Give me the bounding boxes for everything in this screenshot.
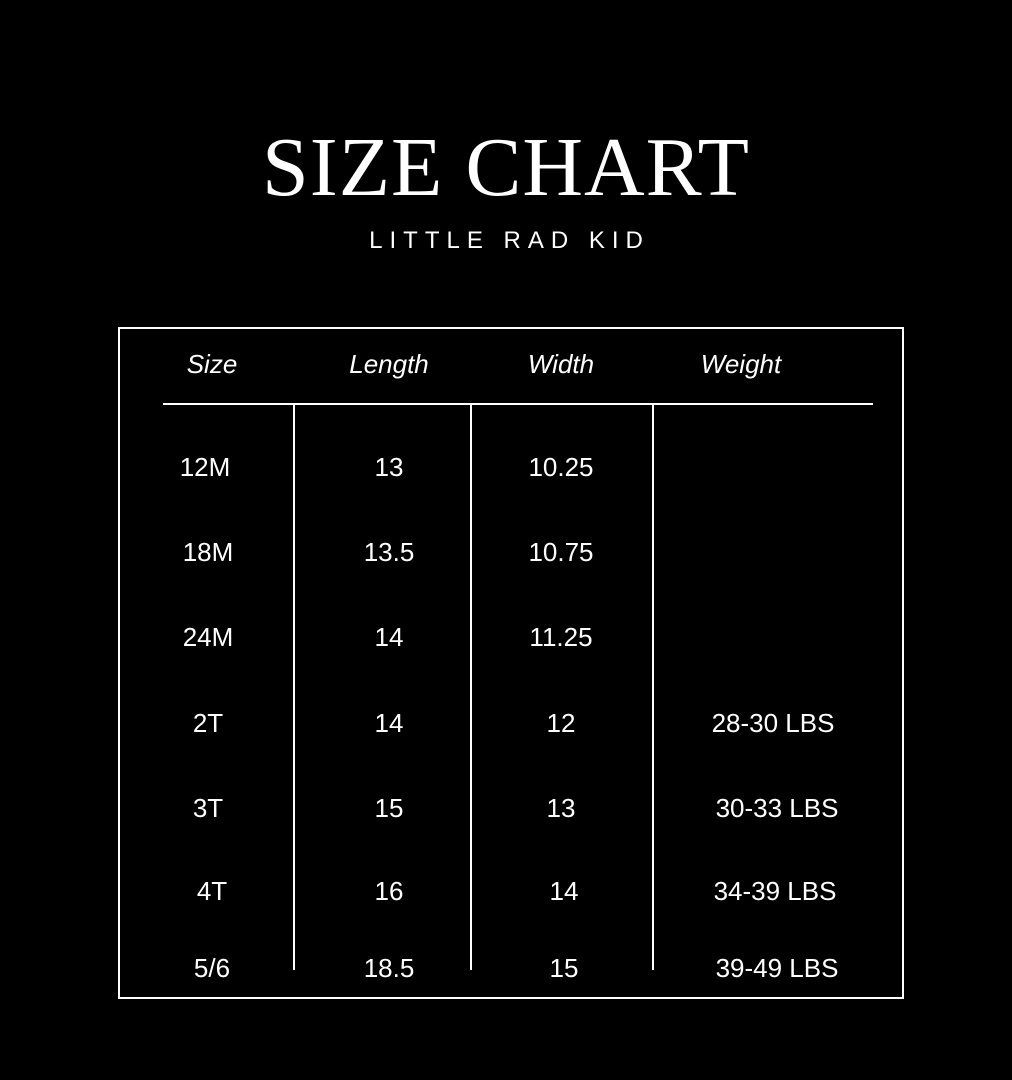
column-divider	[470, 404, 472, 970]
cell-size: 3T	[192, 793, 224, 823]
cell-width: 14	[549, 876, 579, 906]
cell-length: 13.5	[363, 537, 415, 567]
header-size: Size	[186, 349, 238, 379]
cell-size: 2T	[192, 708, 224, 738]
cell-size: 12M	[179, 452, 231, 482]
cell-length: 16	[374, 876, 404, 906]
cell-width: 12	[546, 708, 576, 738]
cell-width: 13	[546, 793, 576, 823]
cell-size: 18M	[182, 537, 234, 567]
column-divider	[293, 404, 295, 970]
cell-length: 14	[374, 708, 404, 738]
size-table-frame	[118, 327, 904, 999]
cell-weight: 39-49 LBS	[715, 953, 839, 983]
cell-weight: 30-33 LBS	[715, 793, 839, 823]
column-divider	[652, 404, 654, 970]
cell-size: 24M	[182, 622, 234, 652]
cell-width: 11.25	[529, 622, 593, 652]
header-length: Length	[349, 349, 429, 379]
cell-size: 5/6	[193, 953, 231, 983]
header-weight: Weight	[700, 349, 782, 379]
cell-width: 10.25	[528, 452, 594, 482]
cell-size: 4T	[196, 876, 228, 906]
header-divider	[163, 403, 873, 405]
header-width: Width	[527, 349, 595, 379]
cell-weight: 34-39 LBS	[713, 876, 837, 906]
cell-length: 13	[374, 452, 404, 482]
cell-length: 18.5	[363, 953, 415, 983]
page-title: SIZE CHART	[262, 121, 750, 214]
cell-weight: 28-30 LBS	[711, 708, 835, 738]
cell-length: 14	[374, 622, 404, 652]
cell-width: 15	[549, 953, 579, 983]
brand-subtitle: LITTLE RAD KID	[369, 227, 650, 254]
cell-width: 10.75	[528, 537, 594, 567]
cell-length: 15	[374, 793, 404, 823]
